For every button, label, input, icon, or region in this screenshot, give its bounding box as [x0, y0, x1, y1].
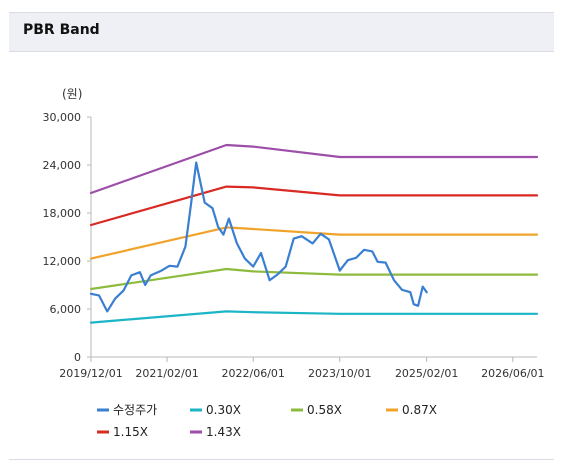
legend-label: 0.58X — [307, 403, 342, 417]
series-line-1-15x — [89, 185, 539, 227]
x-tick-label: 2021/02/01 — [135, 367, 198, 380]
y-tick-label: 18,000 — [43, 207, 82, 220]
y-tick-label: 30,000 — [43, 111, 82, 124]
y-tick-label: 6,000 — [50, 303, 82, 316]
x-tick-label: 2026/06/01 — [481, 367, 544, 380]
series-line-0-87x — [89, 226, 539, 260]
legend-label: 수정주가 — [113, 403, 157, 417]
pbr-band-panel: PBR Band — [9, 12, 554, 460]
y-tick-label: 12,000 — [43, 255, 82, 268]
y-unit-label: (원) — [62, 87, 82, 101]
series-layer — [89, 143, 539, 324]
series-line-1-43x — [89, 143, 539, 195]
series-line-0-58x — [89, 267, 539, 291]
legend-label: 0.30X — [206, 403, 241, 417]
legend: 수정주가 0.30X 0.58X 0.87X 1.15X 1.43X — [97, 403, 437, 439]
panel-bottom-divider — [9, 459, 554, 460]
x-tick-label: 2022/06/01 — [222, 367, 285, 380]
axes: 0 6,000 12,000 18,000 24,000 30,000 2019/12/01… — [43, 111, 545, 380]
series-line-adjusted-price — [89, 161, 428, 313]
legend-label: 0.87X — [402, 403, 437, 417]
x-tick-label: 2025/02/01 — [395, 367, 458, 380]
y-tick-label: 24,000 — [43, 159, 82, 172]
panel-title: PBR Band — [23, 22, 100, 38]
y-tick-label: 0 — [74, 351, 81, 364]
legend-label: 1.15X — [113, 425, 148, 439]
legend-label: 1.43X — [206, 425, 241, 439]
x-tick-label: 2023/10/01 — [308, 367, 371, 380]
series-line-0-30x — [89, 310, 539, 324]
panel-header: PBR Band — [9, 12, 554, 52]
x-tick-label: 2019/12/01 — [59, 367, 122, 380]
